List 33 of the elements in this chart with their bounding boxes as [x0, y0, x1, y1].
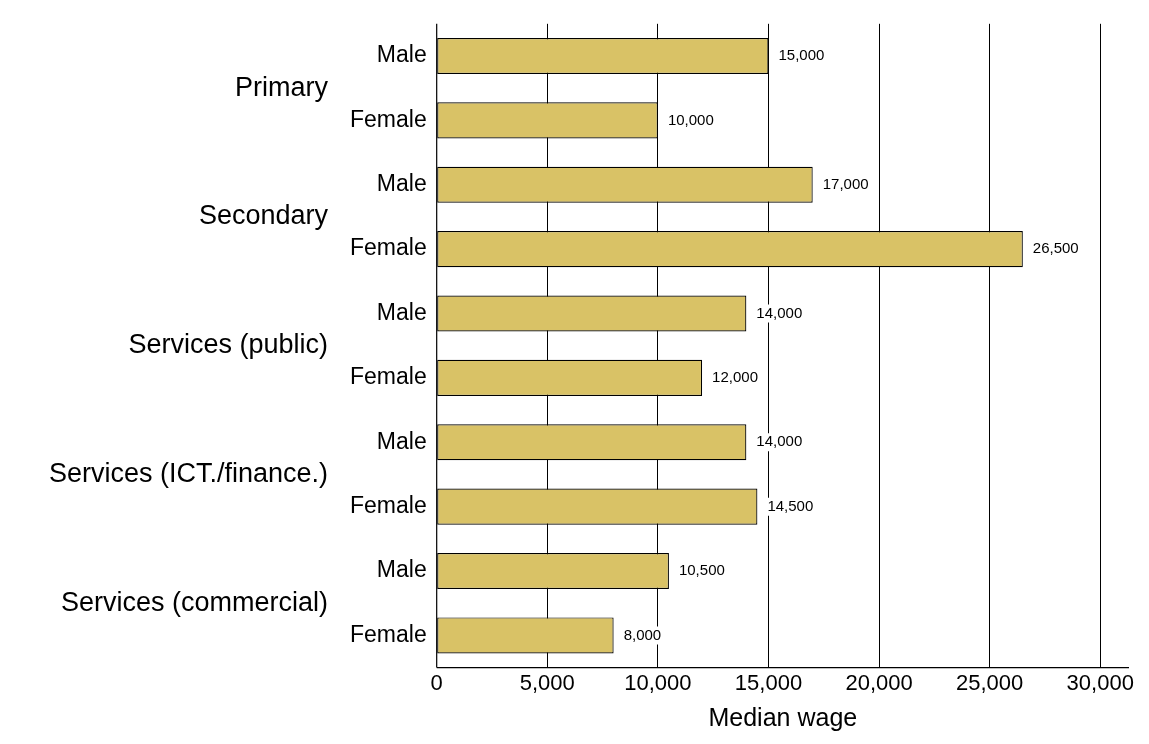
y-tick-label: Female [349, 363, 427, 390]
data-label: 26,500 [1032, 239, 1079, 257]
data-label: 12,000 [712, 368, 758, 386]
text: Primary [235, 71, 329, 102]
x-tick-label: 30,000 [1066, 669, 1134, 695]
x-tick-label: 10,000 [624, 669, 692, 695]
text: Services (ICT./finance.) [48, 457, 328, 488]
y-tick-label: Female [349, 234, 427, 261]
x-tick-label: 20,000 [845, 669, 913, 695]
data-label: 14,000 [756, 432, 803, 450]
data-label: 10,500 [678, 561, 725, 579]
y-tick-label: Female [349, 620, 427, 647]
y-tick-label: Male [376, 170, 427, 197]
y-tick-label: Male [376, 41, 427, 68]
y-tick-label: Female [349, 491, 427, 518]
x-axis-title: Median wage [708, 702, 858, 731]
data-label: 10,000 [667, 110, 714, 128]
y-tick-label: Male [376, 556, 427, 583]
y-tick-label: Female [349, 105, 427, 132]
data-label: 14,500 [767, 496, 814, 514]
x-tick-label: 5,000 [519, 669, 575, 695]
x-tick-label: 25,000 [956, 669, 1024, 695]
data-label: 15,000 [778, 46, 825, 64]
y-tick-label: Male [376, 298, 427, 325]
data-label: 8,000 [623, 625, 662, 643]
x-tick-label: 0 [430, 669, 443, 695]
text: Secondary [198, 200, 329, 231]
x-tick-label: 15,000 [734, 669, 803, 695]
data-label: 17,000 [822, 174, 869, 192]
y-tick-label: Male [376, 427, 427, 454]
data-label: 14,000 [756, 303, 803, 321]
text: Services (commercial) [60, 586, 328, 617]
text: Services (public) [128, 329, 328, 360]
